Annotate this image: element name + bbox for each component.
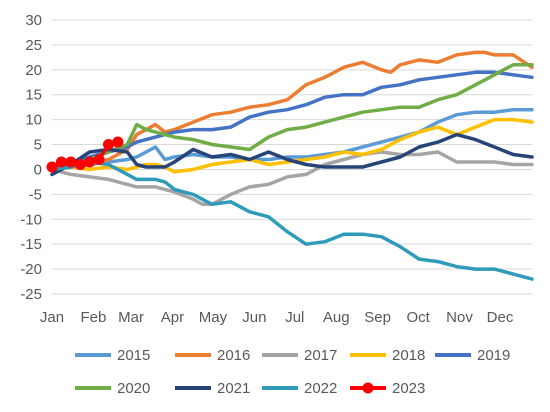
legend-label: 2021 [217,380,250,397]
y-axis-ticks: -25 -20 -15 -10 -5 0 5 10 15 20 25 30 [20,12,42,303]
data-point-2023 [46,161,58,173]
y-tick-label: 30 [25,12,42,29]
x-tick-label: Aug [323,309,350,326]
x-tick-label: Apr [161,309,184,326]
y-tick-label: -15 [20,236,42,253]
data-point-2023 [74,158,86,170]
y-tick-label: 5 [34,137,42,154]
series-line-2021 [50,132,534,177]
series-line-2016 [50,50,534,172]
y-tick-label: 0 [34,161,42,178]
series-line-2018 [50,117,534,174]
y-tick-label: 25 [25,37,42,54]
legend-marker-2023 [362,382,374,394]
series-line-2022 [50,160,534,281]
y-tick-label: 20 [25,62,42,79]
legend-label: 2018 [392,347,425,364]
legend-label: 2023 [392,380,425,397]
series-line-2019 [50,70,534,172]
data-point-2023 [55,156,67,168]
legend-label: 2020 [117,380,150,397]
x-tick-label: Jan [40,309,64,326]
x-tick-label: Nov [446,309,473,326]
legend-label: 2015 [117,347,150,364]
x-axis-ticks: Jan Feb Mar Apr May Jun Jul Aug Sep Oct Nov Dec [40,309,514,326]
y-tick-label: -20 [20,261,42,278]
x-tick-label: Oct [406,309,430,326]
x-tick-label: May [199,309,228,326]
legend: 2015 2016 2017 2018 2019 2020 2021 2022 2023 [75,347,510,397]
x-tick-label: Jul [285,309,304,326]
legend-label: 2017 [304,347,337,364]
series-line-2017 [50,150,534,207]
legend-label: 2016 [217,347,250,364]
legend-label: 2022 [304,380,337,397]
y-tick-label: -5 [29,186,42,203]
series-lines [46,50,534,281]
x-tick-label: Jun [242,309,266,326]
y-tick-label: 15 [25,87,42,104]
data-point-2023 [84,156,96,168]
data-point-2023 [65,156,77,168]
x-tick-label: Mar [118,309,144,326]
x-tick-label: Feb [80,309,106,326]
data-point-2023 [93,153,105,165]
y-tick-label: -25 [20,286,42,303]
x-tick-label: Sep [364,309,391,326]
x-tick-label: Dec [487,309,514,326]
data-point-2023 [112,136,124,148]
series-line-2020 [50,63,534,172]
data-point-2023 [102,139,114,151]
y-tick-label: 10 [25,112,42,129]
legend-label: 2019 [477,347,510,364]
y-tick-label: -10 [20,211,42,228]
